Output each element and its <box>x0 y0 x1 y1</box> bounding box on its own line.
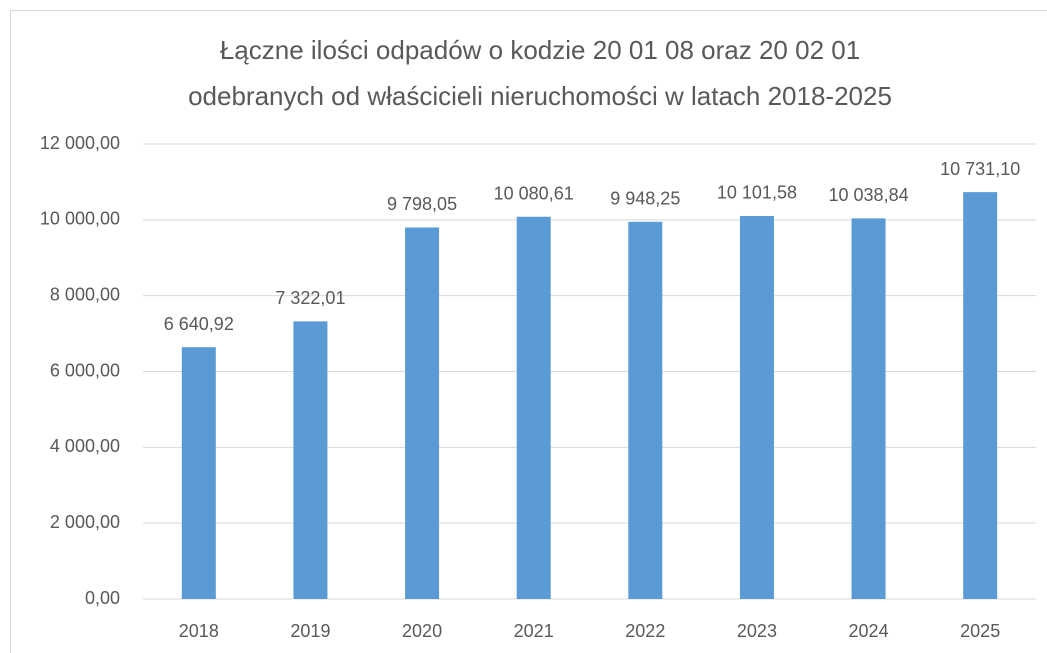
bar <box>963 192 998 599</box>
x-tick-label: 2019 <box>290 621 330 641</box>
y-tick-label: 2 000,00 <box>50 512 120 532</box>
x-tick-label: 2020 <box>402 621 442 641</box>
bar <box>628 221 663 599</box>
x-tick-label: 2025 <box>960 621 1000 641</box>
x-tick-label: 2023 <box>737 621 777 641</box>
data-label: 10 080,61 <box>494 184 574 204</box>
data-label: 10 038,84 <box>829 185 909 205</box>
bar <box>851 218 886 599</box>
x-tick-label: 2022 <box>625 621 665 641</box>
bar <box>181 347 216 599</box>
bar <box>516 216 551 600</box>
bar <box>293 321 328 599</box>
y-tick-label: 12 000,00 <box>40 133 120 153</box>
data-label: 7 322,01 <box>275 288 345 308</box>
data-label: 10 731,10 <box>940 159 1020 179</box>
x-tick-label: 2018 <box>179 621 219 641</box>
chart-title: odebranych od właścicieli nieruchomości … <box>188 81 892 111</box>
data-label: 6 640,92 <box>164 314 234 334</box>
chart-title: Łączne ilości odpadów o kodzie 20 01 08 … <box>220 35 860 65</box>
y-tick-label: 4 000,00 <box>50 436 120 456</box>
x-tick-label: 2024 <box>849 621 889 641</box>
y-tick-label: 10 000,00 <box>40 209 120 229</box>
data-label: 9 798,05 <box>387 194 457 214</box>
x-tick-label: 2021 <box>514 621 554 641</box>
bar <box>405 227 440 599</box>
bar <box>739 215 774 600</box>
y-tick-label: 6 000,00 <box>50 360 120 380</box>
data-label: 10 101,58 <box>717 183 797 203</box>
data-label: 9 948,25 <box>610 189 680 209</box>
y-tick-label: 0,00 <box>85 588 120 608</box>
y-tick-label: 8 000,00 <box>50 284 120 304</box>
